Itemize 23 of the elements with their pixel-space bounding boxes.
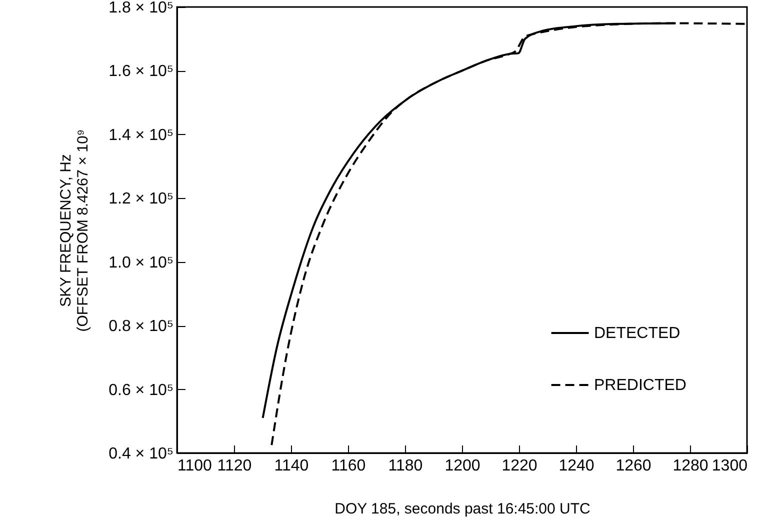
x-tick-label: 1100	[178, 458, 212, 474]
x-tick-label: 1140	[274, 458, 309, 474]
y-axis-title: SKY FREQUENCY, Hz (OFFSET FROM 8.4267 × 10⁹	[58, 129, 92, 332]
y-tick-label: 1.0 × 10⁵	[108, 254, 174, 272]
x-tick-label: 1240	[558, 458, 594, 474]
x-tick-label: 1300	[712, 458, 748, 474]
y-tick-label: 0.6 × 10⁵	[108, 382, 174, 399]
x-axis-title: DOY 185, seconds past 16:45:00 UTC	[334, 500, 591, 518]
legend-label: DETECTED	[594, 325, 680, 342]
x-tick-label: 1220	[502, 458, 538, 474]
y-tick-label: 0.4 × 10⁵	[108, 446, 174, 462]
x-tick-label: 1120	[217, 458, 252, 474]
x-tick-label: 1280	[672, 458, 708, 474]
x-tick-label: 1200	[444, 458, 480, 474]
y-tick-label: 1.4 × 10⁵	[108, 126, 174, 144]
y-tick-label: 1.8 × 10⁵	[108, 0, 174, 16]
x-tick-label: 1260	[616, 458, 652, 474]
y-tick-label: 1.6 × 10⁵	[108, 63, 174, 80]
x-tick-label: 1180	[388, 458, 423, 474]
x-tick-label: 1160	[331, 458, 366, 474]
y-tick-label: 1.2 × 10⁵	[108, 190, 174, 208]
y-tick-label: 0.8 × 10⁵	[108, 318, 174, 336]
legend-label: PREDICTED	[594, 377, 686, 394]
